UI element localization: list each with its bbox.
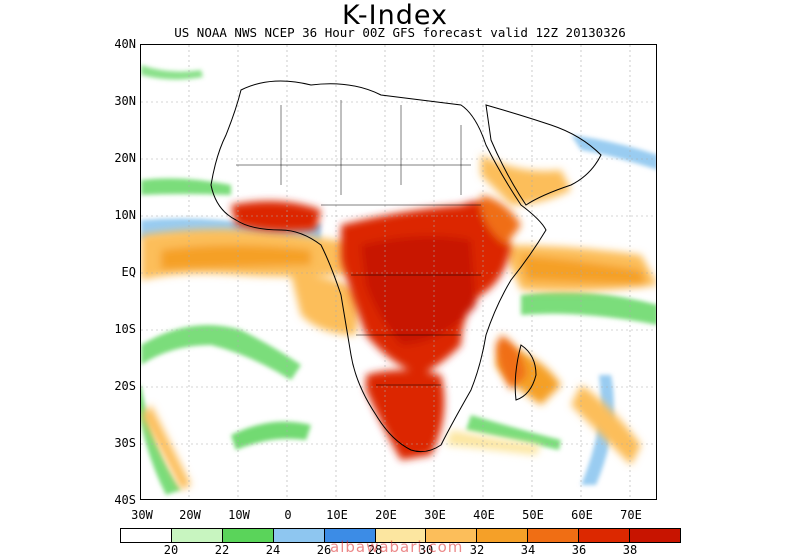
legend-label: 22 — [214, 543, 230, 557]
legend-swatch — [171, 529, 223, 542]
lat-label: 40N — [114, 37, 136, 51]
legend-label: 20 — [163, 543, 179, 557]
lat-label: EQ — [121, 265, 136, 279]
watermark-text: albawabari.com — [330, 538, 464, 556]
legend-swatch — [222, 529, 274, 542]
legend-label: 32 — [469, 543, 485, 557]
legend-label: 24 — [265, 543, 281, 557]
lon-label: 10E — [326, 508, 348, 522]
lat-label: 30S — [114, 436, 136, 450]
k-index-map — [141, 45, 656, 499]
legend-swatch — [528, 529, 580, 542]
lat-label: 40S — [114, 493, 136, 507]
map-title: K-Index — [342, 0, 448, 31]
legend-swatch — [630, 529, 680, 542]
legend-swatch — [121, 529, 172, 542]
lat-label: 30N — [114, 94, 136, 108]
legend-colorbar — [120, 528, 681, 543]
legend-label: 38 — [622, 543, 638, 557]
borders — [236, 100, 481, 386]
lon-label: 20W — [179, 508, 201, 522]
map-panel — [140, 44, 657, 500]
lon-label: 40E — [473, 508, 495, 522]
lon-label: 20E — [375, 508, 397, 522]
lat-label: 10N — [114, 208, 136, 222]
lon-label: 70E — [620, 508, 642, 522]
legend-swatch — [477, 529, 529, 542]
lon-label: 0 — [284, 508, 292, 522]
legend-label: 28 — [367, 543, 383, 557]
legend-label: 36 — [571, 543, 587, 557]
lat-label: 10S — [114, 322, 136, 336]
lon-label: 10W — [228, 508, 250, 522]
legend-label: 26 — [316, 543, 332, 557]
graticule — [141, 45, 656, 499]
lon-label: 30E — [424, 508, 446, 522]
legend-swatch — [579, 529, 631, 542]
lat-label: 20S — [114, 379, 136, 393]
legend-swatch — [324, 529, 376, 542]
lon-label: 60E — [571, 508, 593, 522]
legend-swatch — [273, 529, 325, 542]
k-index-high-contours — [231, 195, 526, 460]
lat-label: 20N — [114, 151, 136, 165]
legend-swatch — [426, 529, 478, 542]
legend-label: 34 — [520, 543, 536, 557]
lon-label: 50E — [522, 508, 544, 522]
coastlines — [210, 80, 602, 453]
legend-label: 30 — [418, 543, 434, 557]
legend-swatch — [375, 529, 427, 542]
lon-label: 30W — [131, 508, 153, 522]
k-index-mid-contours — [141, 155, 656, 490]
map-subtitle: US NOAA NWS NCEP 36 Hour 00Z GFS forecas… — [174, 25, 626, 40]
